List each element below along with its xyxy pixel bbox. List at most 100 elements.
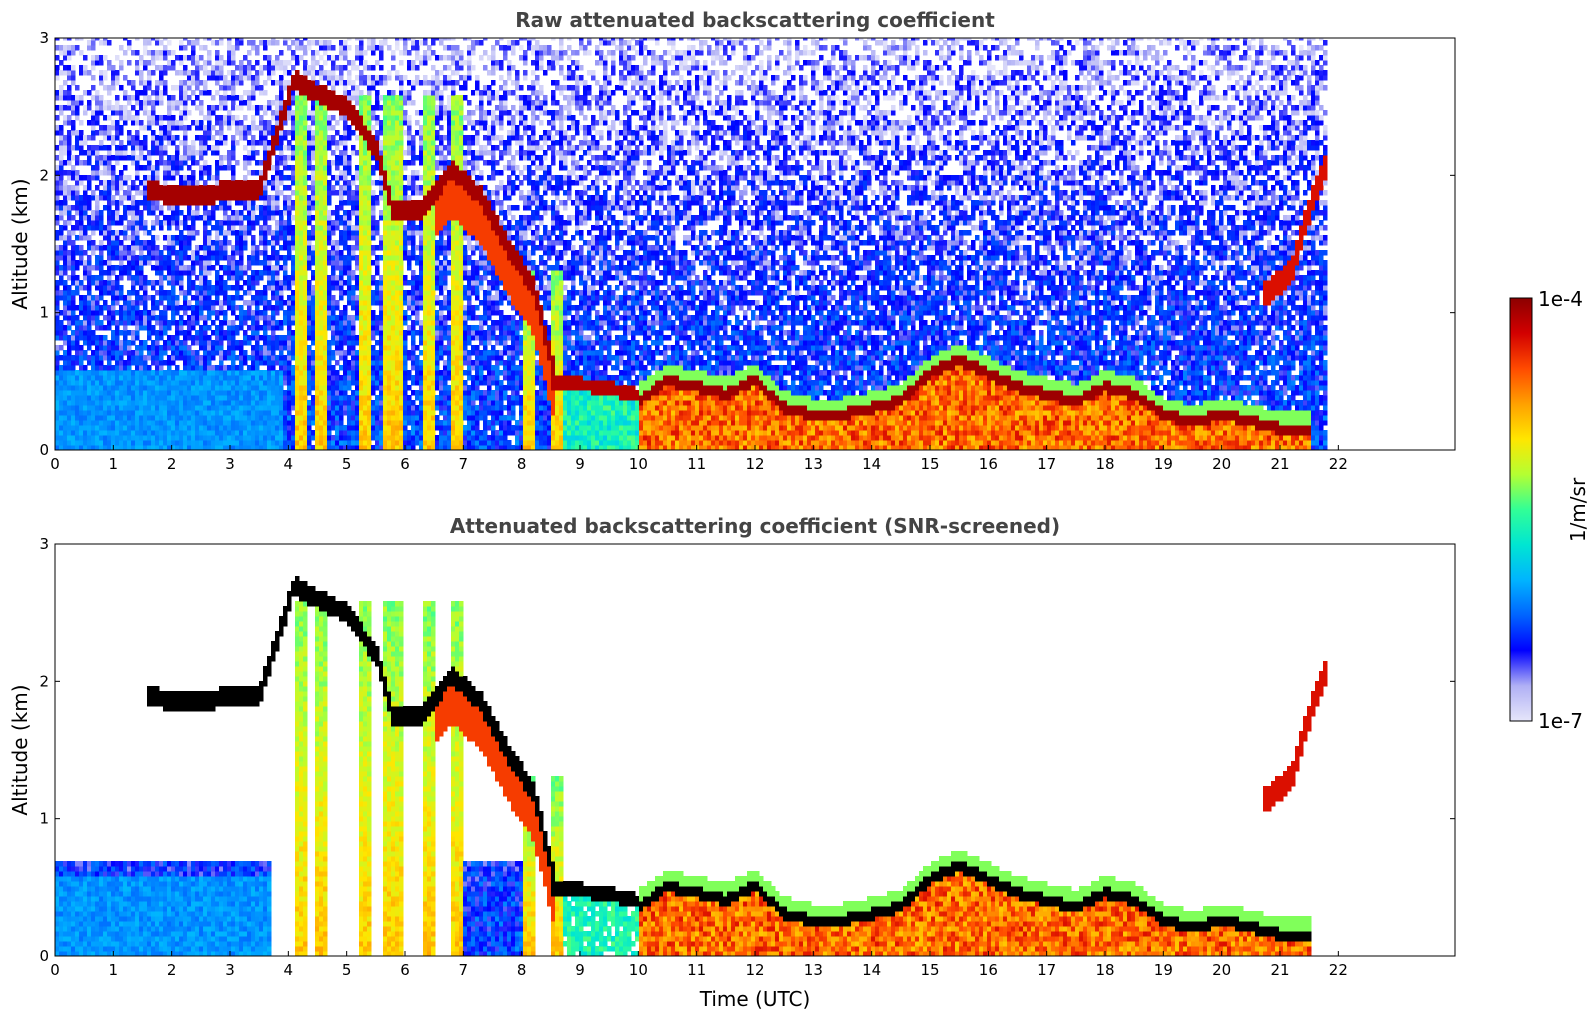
heatmap-cell bbox=[319, 370, 324, 376]
heatmap-cell bbox=[223, 390, 228, 396]
heatmap-cell bbox=[267, 405, 272, 411]
heatmap-cell bbox=[251, 80, 256, 86]
heatmap-cell bbox=[319, 365, 324, 371]
heatmap-cell bbox=[351, 440, 356, 446]
heatmap-cell bbox=[303, 275, 308, 281]
heatmap-cell bbox=[239, 75, 244, 81]
heatmap-cell bbox=[195, 95, 200, 101]
heatmap-cell bbox=[135, 215, 140, 221]
heatmap-cell bbox=[179, 70, 184, 76]
heatmap-cell bbox=[175, 280, 180, 286]
heatmap-cell bbox=[227, 430, 232, 436]
heatmap-cell bbox=[351, 145, 356, 151]
heatmap-cell bbox=[359, 300, 364, 306]
heatmap-cell bbox=[359, 45, 364, 51]
heatmap-cell bbox=[239, 40, 244, 46]
heatmap-cell bbox=[243, 145, 248, 151]
heatmap-cell bbox=[275, 360, 280, 366]
heatmap-cell bbox=[307, 140, 312, 146]
heatmap-cell bbox=[215, 80, 220, 86]
heatmap-cell bbox=[79, 195, 84, 201]
heatmap-cell bbox=[151, 405, 156, 411]
heatmap-cell bbox=[163, 45, 168, 51]
heatmap-cell bbox=[307, 160, 312, 166]
heatmap-cell bbox=[111, 255, 116, 261]
heatmap-cell bbox=[59, 145, 64, 151]
heatmap-cell bbox=[323, 340, 328, 346]
heatmap-cell bbox=[195, 40, 200, 46]
heatmap-cell bbox=[119, 260, 124, 266]
heatmap-cell bbox=[359, 440, 364, 446]
heatmap-cell bbox=[127, 425, 132, 431]
heatmap-cell bbox=[303, 285, 308, 291]
heatmap-cell bbox=[343, 335, 348, 341]
heatmap-cell bbox=[179, 190, 184, 196]
heatmap-cell bbox=[259, 380, 264, 386]
heatmap-cell bbox=[99, 285, 104, 291]
heatmap-cell bbox=[119, 85, 124, 91]
heatmap-cell bbox=[295, 390, 300, 396]
heatmap-cell bbox=[187, 75, 192, 81]
heatmap-cell bbox=[215, 220, 220, 226]
heatmap-cell bbox=[63, 440, 68, 446]
heatmap-cell bbox=[219, 38, 224, 41]
heatmap-cell bbox=[71, 295, 76, 301]
heatmap-cell bbox=[299, 110, 304, 116]
heatmap-cell bbox=[271, 385, 276, 391]
heatmap-cell bbox=[235, 370, 240, 376]
heatmap-cell bbox=[263, 380, 268, 386]
heatmap-cell bbox=[175, 385, 180, 391]
heatmap-cell bbox=[267, 265, 272, 271]
heatmap-cell bbox=[275, 230, 280, 236]
heatmap-cell bbox=[255, 305, 260, 311]
heatmap-cell bbox=[135, 355, 140, 361]
heatmap-cell bbox=[319, 265, 324, 271]
heatmap-cell bbox=[203, 280, 208, 286]
heatmap-cell bbox=[67, 260, 72, 266]
heatmap-cell bbox=[207, 370, 212, 376]
heatmap-cell bbox=[279, 80, 284, 86]
heatmap-cell bbox=[359, 395, 364, 401]
heatmap-cell bbox=[319, 90, 324, 96]
heatmap-cell bbox=[191, 425, 196, 431]
heatmap-cell bbox=[359, 265, 364, 271]
heatmap-cell bbox=[123, 210, 128, 216]
heatmap-cell bbox=[223, 250, 228, 256]
heatmap-cell bbox=[219, 430, 224, 436]
heatmap-cell bbox=[63, 260, 68, 266]
heatmap-cell bbox=[59, 130, 64, 136]
heatmap-cell bbox=[287, 425, 292, 431]
heatmap-cell bbox=[347, 250, 352, 256]
heatmap-cell bbox=[163, 260, 168, 266]
heatmap-cell bbox=[195, 80, 200, 86]
heatmap-cell bbox=[147, 280, 152, 286]
heatmap-cell bbox=[127, 320, 132, 326]
heatmap-cell bbox=[139, 425, 144, 431]
heatmap-cell bbox=[111, 390, 116, 396]
heatmap-cell bbox=[179, 285, 184, 291]
heatmap-cell bbox=[183, 240, 188, 246]
heatmap-cell bbox=[131, 305, 136, 311]
heatmap-cell bbox=[243, 395, 248, 401]
heatmap-cell bbox=[347, 345, 352, 351]
heatmap-cell bbox=[179, 445, 184, 450]
heatmap-cell bbox=[259, 360, 264, 366]
heatmap-cell bbox=[279, 95, 284, 101]
heatmap-cell bbox=[299, 230, 304, 236]
heatmap-cell bbox=[115, 120, 120, 126]
heatmap-cell bbox=[191, 100, 196, 106]
heatmap-cell bbox=[299, 375, 304, 381]
heatmap-cell bbox=[195, 375, 200, 381]
heatmap-cell bbox=[171, 295, 176, 301]
heatmap-cell bbox=[71, 405, 76, 411]
heatmap-cell bbox=[115, 360, 120, 366]
heatmap-cell bbox=[147, 440, 152, 446]
heatmap-cell bbox=[67, 65, 72, 71]
heatmap-cell bbox=[195, 135, 200, 141]
heatmap-cell bbox=[255, 445, 260, 450]
heatmap-cell bbox=[351, 340, 356, 346]
heatmap-cell bbox=[127, 430, 132, 436]
heatmap-cell bbox=[343, 180, 348, 186]
heatmap-cell bbox=[227, 165, 232, 171]
heatmap-cell bbox=[99, 130, 104, 136]
